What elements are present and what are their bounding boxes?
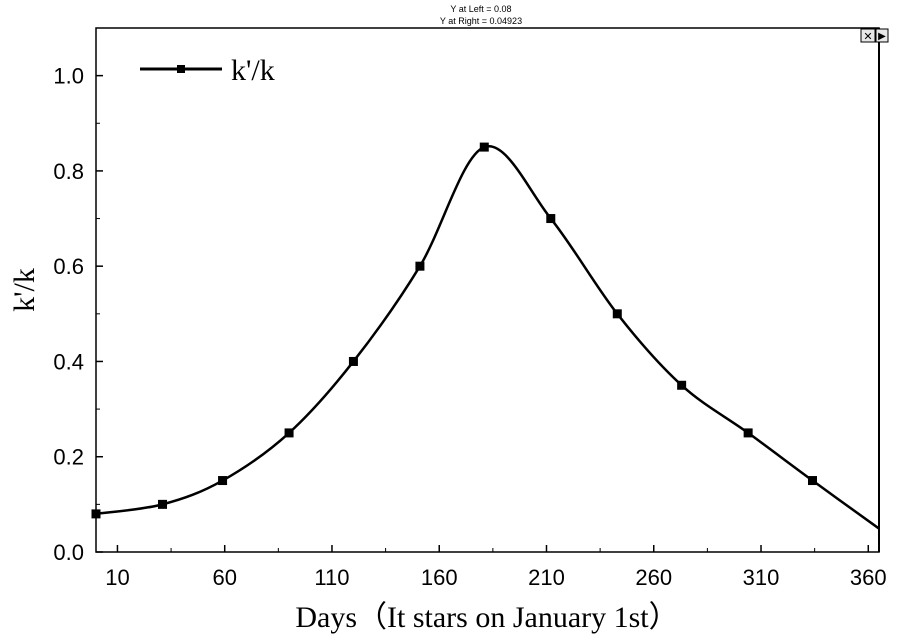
data-point-marker bbox=[677, 380, 687, 390]
x-tick-label: 310 bbox=[743, 565, 780, 590]
x-tick-label: 160 bbox=[421, 565, 458, 590]
data-point-marker bbox=[807, 476, 817, 486]
cursor-y-left-readout: Y at Left = 0.08 bbox=[450, 4, 511, 14]
x-tick-label: 210 bbox=[528, 565, 565, 590]
data-point-marker bbox=[91, 509, 101, 519]
series-group bbox=[91, 142, 880, 530]
close-button[interactable]: ✕ bbox=[860, 28, 876, 43]
y-tick-label: 0.8 bbox=[53, 159, 84, 184]
data-point-marker bbox=[546, 214, 556, 224]
series-line bbox=[95, 145, 880, 530]
x-axis-title: Days（It stars on January 1st） bbox=[295, 601, 678, 634]
x-tick-label: 60 bbox=[212, 565, 236, 590]
scroll-right-button[interactable]: ▶ bbox=[875, 28, 889, 43]
data-point-marker bbox=[415, 261, 425, 271]
legend-marker-swatch bbox=[177, 65, 185, 73]
legend: k'/k bbox=[140, 54, 275, 87]
legend-label: k'/k bbox=[231, 54, 275, 87]
data-point-marker bbox=[612, 309, 622, 319]
y-axis-title: k'/k bbox=[8, 268, 41, 312]
data-point-marker bbox=[284, 428, 294, 438]
x-tick-label: 10 bbox=[105, 565, 129, 590]
x-tick-label: 360 bbox=[850, 565, 887, 590]
data-point-marker bbox=[348, 356, 358, 366]
y-tick-label: 0.4 bbox=[53, 349, 84, 374]
data-point-marker bbox=[479, 142, 489, 152]
y-axis-ticks: 0.0 0.2 0.4 0.6 0.8 1.0 bbox=[53, 27, 103, 565]
y-tick-label: 0.2 bbox=[53, 445, 84, 470]
data-point-marker bbox=[158, 499, 168, 509]
close-icon: ✕ bbox=[863, 30, 872, 43]
cursor-y-right-readout: Y at Right = 0.04923 bbox=[440, 16, 522, 26]
x-tick-label: 260 bbox=[635, 565, 672, 590]
y-tick-label: 1.0 bbox=[53, 64, 84, 89]
data-point-marker bbox=[743, 428, 753, 438]
y-tick-label: 0.6 bbox=[53, 254, 84, 279]
arrow-right-icon: ▶ bbox=[878, 31, 886, 42]
y-tick-label: 0.0 bbox=[53, 540, 84, 565]
x-axis-ticks: 10 60 110 160 210 260 310 360 bbox=[105, 545, 887, 590]
x-tick-label: 110 bbox=[314, 565, 349, 590]
plot-frame bbox=[95, 27, 880, 553]
data-point-marker bbox=[218, 476, 228, 486]
